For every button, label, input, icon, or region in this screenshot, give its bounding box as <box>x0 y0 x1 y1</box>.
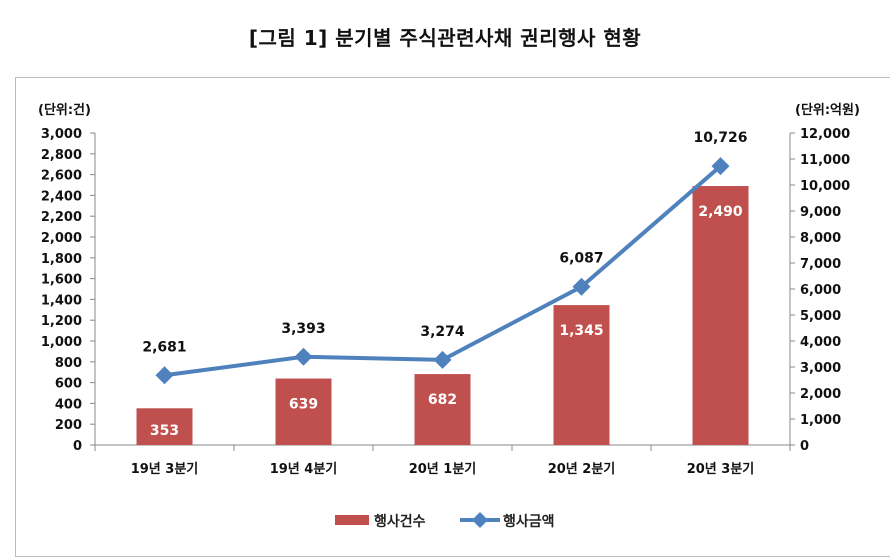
x-tick-label: 20년 2분기 <box>548 462 616 477</box>
x-tick-label: 19년 4분기 <box>270 462 338 477</box>
left-tick-label: 200 <box>55 418 82 433</box>
right-tick-label: 9,000 <box>800 205 841 220</box>
x-tick-label: 19년 3분기 <box>131 462 199 477</box>
right-tick-label: 5,000 <box>800 309 841 324</box>
line-data-label: 2,681 <box>142 339 186 355</box>
left-tick-label: 1,600 <box>41 273 82 288</box>
right-tick-label: 3,000 <box>800 361 841 376</box>
right-tick-label: 10,000 <box>800 179 850 194</box>
bar-data-label: 682 <box>428 392 457 408</box>
x-tick-label: 20년 3분기 <box>687 462 755 477</box>
left-tick-label: 600 <box>55 377 82 392</box>
right-tick-label: 4,000 <box>800 335 841 350</box>
line-point <box>711 157 730 176</box>
left-tick-label: 2,000 <box>41 231 82 246</box>
bar <box>414 374 471 445</box>
line-point <box>155 366 174 385</box>
right-tick-label: 11,000 <box>800 153 850 168</box>
x-tick-label: 20년 1분기 <box>409 462 477 477</box>
right-tick-label: 8,000 <box>800 231 841 246</box>
line-data-label: 6,087 <box>559 251 603 267</box>
right-tick-label: 12,000 <box>800 127 850 142</box>
right-axis-label: (단위:억원) <box>795 102 860 118</box>
bar-data-label: 639 <box>289 397 318 413</box>
left-tick-label: 400 <box>55 397 82 412</box>
right-tick-label: 1,000 <box>800 413 841 428</box>
legend-line-marker <box>472 512 488 528</box>
left-tick-label: 0 <box>73 439 82 454</box>
line-data-label: 3,274 <box>420 324 465 340</box>
right-tick-label: 2,000 <box>800 387 841 402</box>
right-tick-label: 7,000 <box>800 257 841 272</box>
chart-title: [그림 1] 분기별 주식관련사채 권리행사 현황 <box>248 26 642 50</box>
bar <box>275 378 332 445</box>
legend-bar-label: 행사건수 <box>374 513 426 530</box>
left-axis-label: (단위:건) <box>38 102 91 118</box>
left-tick-label: 1,200 <box>41 314 82 329</box>
bar-data-label: 353 <box>150 423 179 439</box>
legend-bar-swatch <box>335 515 369 525</box>
left-tick-label: 2,400 <box>41 189 82 204</box>
left-tick-label: 800 <box>55 356 82 371</box>
left-tick-label: 2,200 <box>41 210 82 225</box>
legend-line-label: 행사금액 <box>503 513 555 530</box>
line-point <box>433 350 452 369</box>
bar <box>553 305 610 445</box>
line-series <box>164 164 722 378</box>
right-tick-label: 0 <box>800 439 809 454</box>
left-tick-label: 2,800 <box>41 148 82 163</box>
line-data-label: 10,726 <box>693 130 747 146</box>
bar-data-label: 1,345 <box>559 323 603 339</box>
bar <box>136 408 193 445</box>
bar <box>692 186 749 446</box>
line-data-label: 3,393 <box>281 321 325 337</box>
left-tick-label: 2,600 <box>41 169 82 184</box>
left-tick-label: 1,800 <box>41 252 82 267</box>
line-point <box>294 347 313 366</box>
right-tick-label: 6,000 <box>800 283 841 298</box>
line-point <box>572 277 591 296</box>
left-tick-label: 1,400 <box>41 293 82 308</box>
bar-data-label: 2,490 <box>698 204 743 220</box>
left-tick-label: 3,000 <box>41 127 82 142</box>
left-tick-label: 1,000 <box>41 335 82 350</box>
chart: (단위:건) (단위:억원) 0 200 400 600 800 1,000 1,200 1,40… <box>38 102 860 530</box>
